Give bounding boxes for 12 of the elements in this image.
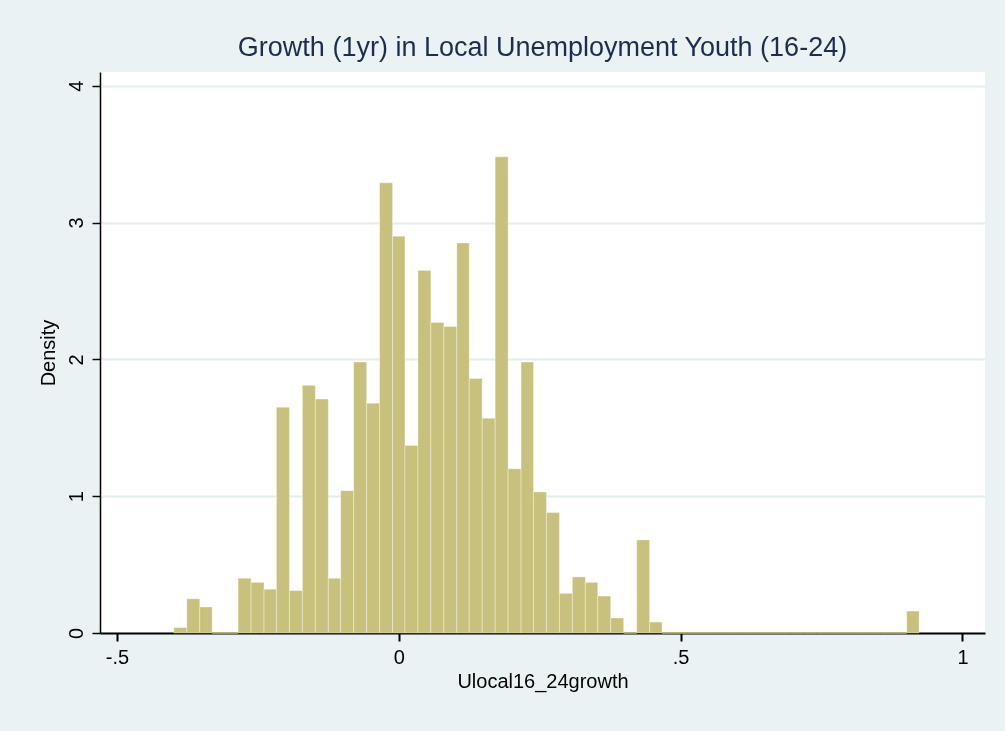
chart-title: Growth (1yr) in Local Unemployment Youth (16-24) [237, 32, 848, 62]
y-tick-label: 3 [64, 217, 87, 229]
x-tick-label: 0 [393, 645, 405, 668]
y-tick-label: 1 [64, 491, 87, 503]
x-tick-label: 1 [957, 645, 969, 668]
y-tick-label: 2 [64, 354, 87, 366]
x-tick-label: .5 [672, 645, 690, 668]
y-axis-title: Density [36, 319, 59, 387]
y-tick-label: 0 [64, 627, 87, 640]
x-tick-label: -.5 [105, 645, 130, 668]
x-axis-title: Ulocal16_24growth [457, 669, 629, 693]
y-tick-label: 4 [64, 80, 87, 92]
